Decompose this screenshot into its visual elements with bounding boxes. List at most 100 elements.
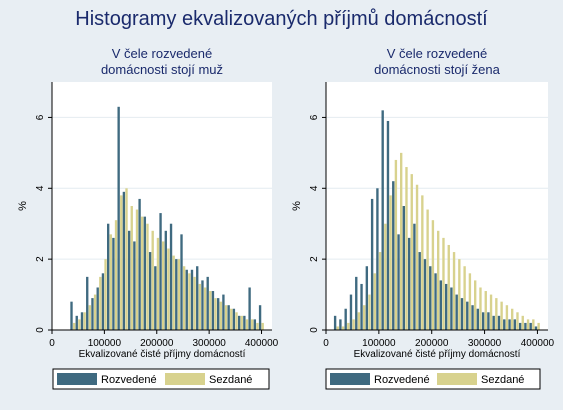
bar-sezdane — [421, 195, 424, 330]
panel-title-line: V čele rozvedené — [387, 46, 487, 61]
bar-sezdane — [198, 283, 202, 330]
bar-rozvedene — [201, 280, 204, 330]
bar-sezdane — [125, 188, 128, 330]
bar-rozvedene — [386, 120, 390, 330]
bar-sezdane — [442, 237, 445, 330]
legend-box — [52, 368, 270, 390]
figure-title: Histogramy ekvalizovaných příjmů domácno… — [75, 8, 488, 30]
bar-sezdane — [182, 266, 186, 330]
bar-rozvedene — [481, 312, 485, 330]
bar-sezdane — [120, 195, 123, 330]
bar-sezdane — [256, 322, 259, 330]
bar-sezdane — [495, 298, 498, 330]
bar-rozvedene — [460, 298, 464, 330]
bar-sezdane — [458, 259, 461, 330]
bar-rozvedene — [376, 188, 379, 330]
bar-rozvedene — [518, 322, 522, 330]
bar-rozvedene — [450, 287, 453, 330]
bar-rozvedene — [122, 191, 126, 330]
bar-sezdane — [373, 273, 376, 330]
bar-rozvedene — [439, 280, 443, 330]
y-axis-label: % — [17, 201, 29, 211]
bar-rozvedene — [333, 315, 337, 330]
bar-sezdane — [521, 315, 524, 330]
bar-sezdane — [336, 326, 339, 330]
bar-sezdane — [162, 241, 165, 330]
bar-rozvedene — [529, 322, 532, 330]
bar-rozvedene — [471, 305, 474, 330]
bar-sezdane — [83, 312, 86, 330]
bar-sezdane — [130, 206, 133, 330]
bar-sezdane — [114, 220, 118, 330]
x-tick-label: 400000 — [521, 338, 555, 349]
bar-rozvedene — [339, 319, 342, 330]
bar-rozvedene — [180, 234, 183, 330]
bar-sezdane — [437, 230, 440, 330]
bar-rozvedene — [117, 106, 120, 330]
bar-sezdane — [167, 248, 170, 330]
bar-rozvedene — [534, 326, 538, 330]
bar-sezdane — [357, 312, 361, 330]
bar-sezdane — [537, 322, 540, 330]
bar-sezdane — [516, 312, 519, 330]
legend-label-rozvedene: Rozvedené — [374, 374, 430, 386]
bar-rozvedene — [503, 319, 506, 330]
bar-rozvedene — [258, 305, 262, 330]
y-tick-label: 4 — [35, 185, 46, 191]
legend-swatch-rozvedene — [57, 373, 97, 385]
y-tick-label: 6 — [35, 114, 46, 120]
bar-rozvedene — [91, 298, 94, 330]
bar-sezdane — [245, 319, 249, 330]
bar-rozvedene — [397, 234, 400, 330]
bar-sezdane — [368, 294, 371, 330]
bar-sezdane — [193, 276, 196, 330]
bar-rozvedene — [86, 276, 89, 330]
x-tick-label: 300000 — [192, 338, 226, 349]
bar-rozvedene — [112, 237, 115, 330]
bar-rozvedene — [164, 230, 167, 330]
bar-sezdane — [261, 322, 264, 330]
bar-sezdane — [410, 174, 413, 330]
bar-rozvedene — [227, 305, 230, 330]
bar-rozvedene — [154, 266, 157, 330]
bar-rozvedene — [365, 266, 369, 330]
bar-sezdane — [505, 305, 509, 330]
bar-rozvedene — [344, 308, 347, 330]
bar-sezdane — [172, 255, 175, 330]
bar-sezdane — [135, 209, 139, 330]
bar-rozvedene — [232, 308, 236, 330]
bar-sezdane — [468, 273, 472, 330]
bar-sezdane — [88, 305, 92, 330]
legend-swatch-rozvedene — [330, 373, 370, 385]
bar-rozvedene — [381, 110, 384, 330]
bar-rozvedene — [349, 294, 353, 330]
bar-sezdane — [177, 259, 181, 330]
bar-rozvedene — [175, 259, 178, 330]
bar-sezdane — [141, 216, 144, 330]
bar-rozvedene — [392, 181, 395, 330]
x-tick-label: 0 — [49, 338, 55, 349]
bar-rozvedene — [444, 283, 448, 330]
x-tick-label: 100000 — [362, 338, 396, 349]
bar-sezdane — [431, 220, 435, 330]
y-tick-label: 0 — [35, 327, 46, 333]
bar-rozvedene — [524, 322, 527, 330]
bar-sezdane — [209, 291, 212, 330]
bar-rozvedene — [253, 319, 257, 330]
x-axis-label: Ekvalizované čisté příjmy domácností — [79, 349, 246, 360]
bar-sezdane — [400, 152, 403, 330]
bar-sezdane — [219, 301, 222, 330]
bar-sezdane — [479, 287, 482, 330]
bar-sezdane — [78, 319, 81, 330]
bar-rozvedene — [169, 223, 173, 330]
bar-rozvedene — [127, 230, 131, 330]
y-tick-label: 2 — [309, 256, 320, 262]
bar-sezdane — [72, 322, 76, 330]
bar-rozvedene — [455, 294, 458, 330]
bar-rozvedene — [370, 198, 374, 330]
bar-sezdane — [235, 312, 238, 330]
bar-sezdane — [405, 167, 408, 330]
bar-rozvedene — [133, 241, 136, 330]
